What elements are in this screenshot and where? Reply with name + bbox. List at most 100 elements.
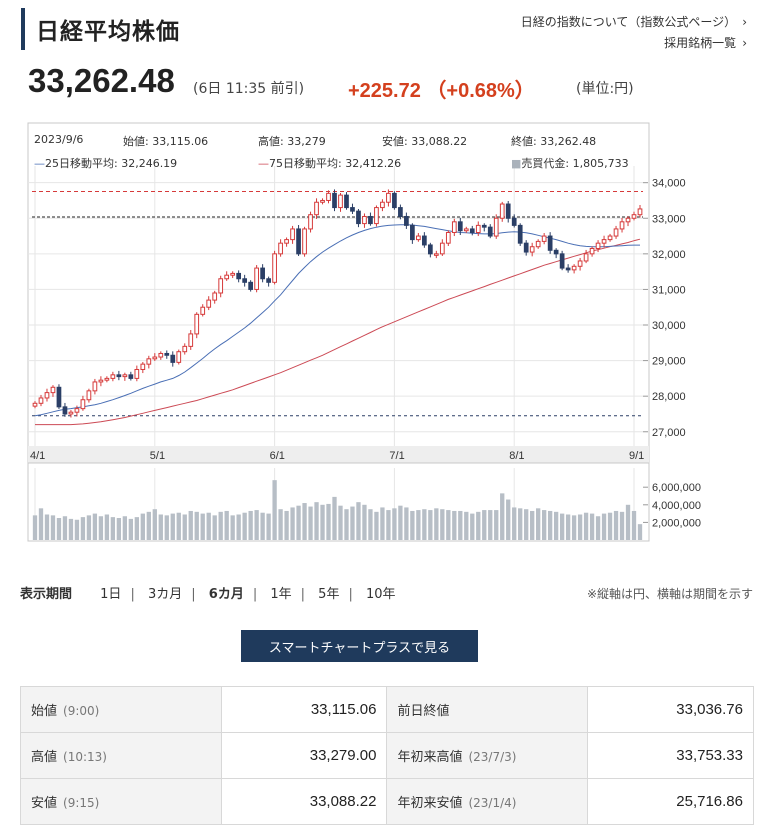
price-unit: (単位:円)	[576, 81, 634, 97]
volume-bar	[248, 510, 253, 540]
price-chart: 34,000 33,000 32,000 31,000 30,000 29,000 28,0…	[27, 122, 701, 542]
candle-body	[607, 235, 613, 241]
candle-body	[236, 272, 242, 280]
stat-prev-close-value: 33,036.76	[587, 686, 754, 733]
candle-body	[583, 253, 589, 262]
stat-low-time: (9:15)	[63, 796, 100, 810]
candle-body	[589, 248, 595, 255]
period-1d[interactable]: 1日	[100, 587, 122, 602]
candle-body	[326, 192, 331, 201]
period-1y[interactable]: 1年	[270, 587, 292, 602]
period-6m[interactable]: 6カ月	[208, 587, 244, 602]
stats-table: 始値 (9:00) 33,115.06 前日終値 33,036.76 高値 (10:…	[20, 686, 754, 825]
axis-note: ※縦軸は円、横軸は期間を示す	[586, 587, 753, 601]
volume-bar	[206, 512, 211, 540]
volume-bar	[128, 518, 133, 540]
candle-body	[62, 406, 68, 415]
candle-body	[571, 265, 577, 271]
info-date: 2023/9/6	[34, 133, 84, 146]
period-10y[interactable]: 10年	[365, 587, 396, 602]
volume-bar	[278, 509, 283, 540]
candle-body	[290, 228, 295, 241]
candle-body	[565, 267, 571, 271]
candle-body	[320, 199, 325, 203]
stat-low-name: 安値	[31, 796, 58, 811]
candle-body	[296, 228, 301, 255]
candle-body	[445, 231, 451, 244]
volume-bar	[284, 510, 289, 540]
stat-ytd-high-label: 年初来高値 (23/7/3)	[386, 732, 589, 779]
info-ma75: —75日移動平均: 32,412.26	[258, 155, 401, 171]
volume-bar	[338, 505, 343, 540]
candle-body	[80, 399, 86, 410]
volume-bar	[416, 510, 421, 540]
volume-bar	[290, 507, 295, 540]
candle-body	[266, 278, 271, 283]
price-timestamp: (6日 11:35 前引)	[193, 81, 305, 97]
x-tick-label: 5/1	[150, 450, 165, 462]
volume-bar	[218, 511, 223, 540]
volume-bar	[553, 511, 559, 540]
stat-high-name: 高値	[31, 750, 58, 765]
volume-bar	[530, 510, 535, 540]
period-separator: |	[300, 587, 306, 602]
candle-body	[469, 228, 475, 233]
volume-bar	[601, 513, 607, 540]
volume-bar	[170, 513, 175, 540]
candle-body	[475, 224, 481, 233]
candle-body	[188, 333, 194, 347]
candle-body	[212, 292, 218, 301]
stat-ytd-high-name: 年初来高値	[397, 750, 463, 765]
volume-bar	[104, 514, 110, 540]
info-low: 安値: 33,088.22	[382, 135, 468, 148]
chevron-right-icon: ›	[742, 36, 747, 50]
constituents-link[interactable]: 採用銘柄一覧 ›	[664, 34, 747, 51]
volume-bar	[631, 510, 637, 540]
volume-bar	[146, 511, 151, 540]
volume-bar	[332, 496, 337, 540]
period-3m[interactable]: 3カ月	[147, 587, 183, 602]
title-accent-bar	[21, 8, 25, 50]
candle-body	[140, 363, 146, 370]
volume-bar	[392, 508, 397, 540]
index-info-link[interactable]: 日経の指数について（指数公式ページ） ›	[521, 13, 747, 30]
current-price: 33,262.48	[28, 62, 175, 99]
volume-bar	[613, 510, 619, 540]
volume-bar	[122, 516, 128, 540]
smartchart-button[interactable]: スマートチャートプラスで見る	[241, 630, 478, 662]
candle-body	[302, 228, 307, 255]
info-volume: ■売買代金: 1,805,733	[511, 155, 629, 171]
volume-bar	[188, 510, 193, 540]
stat-prev-close-name: 前日終値	[397, 704, 450, 719]
volume-bar	[536, 508, 541, 540]
candle-body	[637, 208, 643, 216]
candle-body	[535, 240, 541, 248]
stat-ytd-high-date: (23/7/3)	[468, 750, 517, 764]
volume-bar	[470, 513, 475, 540]
candle-body	[332, 192, 337, 209]
y-tick-label: 34,000	[652, 178, 686, 190]
stat-open-time: (9:00)	[63, 704, 100, 718]
table-row: 高値 (10:13) 33,279.00 年初来高値 (23/7/3) 33,753…	[20, 732, 754, 779]
y-tick-label: 31,000	[652, 284, 686, 296]
x-tick-label: 6/1	[270, 450, 285, 462]
volume-bar	[542, 510, 547, 540]
volume-bar	[272, 480, 277, 540]
info-close: 終値: 33,262.48	[511, 135, 597, 148]
candle-body	[523, 242, 529, 253]
table-row: 始値 (9:00) 33,115.06 前日終値 33,036.76	[20, 686, 754, 733]
volume-bar	[56, 518, 62, 540]
price-change: +225.72 （+0.68%）	[348, 80, 535, 102]
stat-open-name: 始値	[31, 704, 58, 719]
period-5y[interactable]: 5年	[318, 587, 340, 602]
y-tick-label: 29,000	[652, 356, 686, 368]
candle-body	[451, 221, 457, 233]
candle-body	[200, 306, 206, 315]
candle-body	[410, 224, 415, 241]
candle-body	[176, 351, 182, 363]
stat-high-label: 高値 (10:13)	[20, 732, 222, 779]
candle-body	[344, 194, 349, 209]
volume-bar	[230, 515, 235, 540]
stat-ytd-high-value: 33,753.33	[587, 732, 754, 779]
candle-body	[439, 242, 445, 255]
